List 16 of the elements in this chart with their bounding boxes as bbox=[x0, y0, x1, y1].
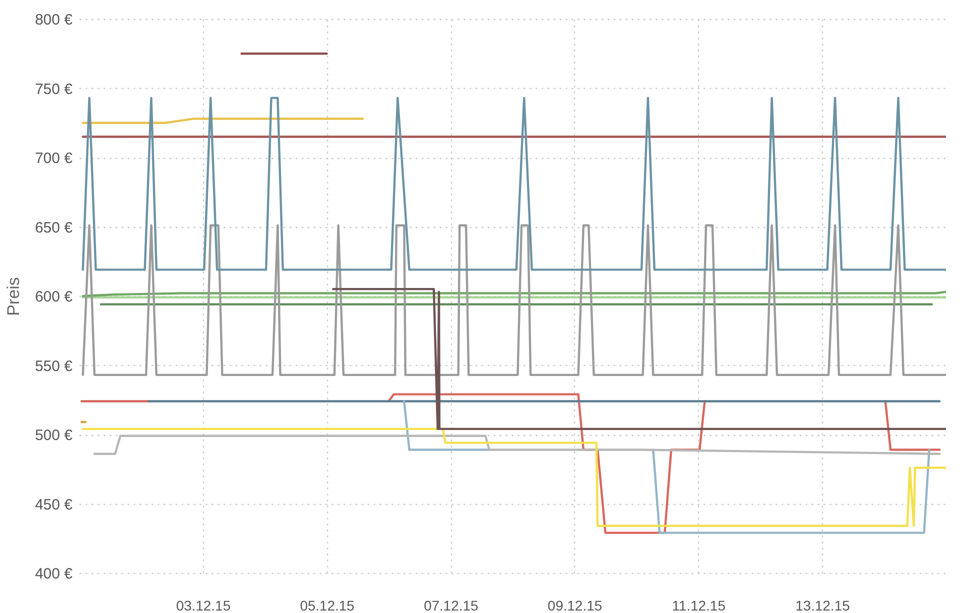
x-tick-label: 13.12.15 bbox=[795, 598, 850, 613]
y-tick-label: 700 € bbox=[34, 150, 74, 167]
x-tick-label: 09.12.15 bbox=[548, 598, 602, 613]
x-tick-label: 11.12.15 bbox=[672, 598, 726, 613]
y-tick-label: 750 € bbox=[34, 80, 74, 98]
y-tick-label: 800 € bbox=[34, 12, 74, 28]
x-tick-label: 07.12.15 bbox=[424, 598, 479, 613]
x-tick-label: 03.12.15 bbox=[176, 598, 231, 613]
y-tick-label: 500 € bbox=[34, 427, 74, 444]
y-tick-label: 550 € bbox=[34, 358, 74, 375]
y-tick-label: 450 € bbox=[34, 496, 74, 514]
y-axis-title: Preis bbox=[4, 277, 23, 316]
y-tick-label: 600 € bbox=[34, 288, 74, 306]
y-tick-label: 400 € bbox=[34, 566, 74, 582]
x-tick-label: 05.12.15 bbox=[300, 598, 355, 613]
y-tick-label: 650 € bbox=[34, 219, 74, 236]
